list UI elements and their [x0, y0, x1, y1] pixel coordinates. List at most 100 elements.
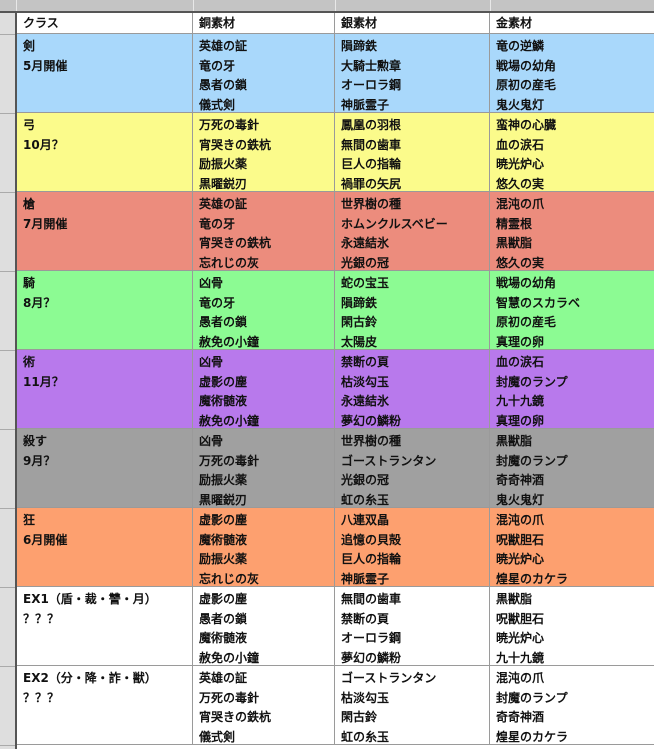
silver-cell-line: 閑古鈴	[341, 315, 378, 329]
bronze-cell-line: 虚影の塵	[199, 592, 248, 606]
gold-cell-line: 鬼火鬼灯	[496, 97, 545, 112]
bronze-cell[interactable]: 凶骨 万死の毒針 励振火薬 黒曜鋭刃	[193, 429, 335, 507]
silver-cell[interactable]: 隕蹄鉄 大騎士勲章 オーロラ鋼 神脈霊子	[335, 34, 490, 112]
header-bronze[interactable]: 銅素材	[193, 13, 335, 33]
class-cell-line: EX2（分・降・詐・獣）	[23, 671, 157, 685]
bronze-cell-line: 万死の毒針	[199, 118, 260, 132]
silver-cell-line: ホムンクルスベビー	[341, 216, 448, 231]
silver-cell[interactable]: 無間の歯車 禁断の頁 オーロラ鋼 夢幻の鱗粉	[335, 587, 490, 665]
bronze-cell-line: 赦免の小鐘	[199, 650, 260, 665]
bronze-cell-line: 儀式剣	[199, 729, 236, 744]
bronze-cell-line: 竜の牙	[199, 216, 236, 231]
bronze-cell[interactable]: 英雄の証 万死の毒針 宵哭きの鉄杭 儀式剣	[193, 666, 335, 744]
silver-cell-line: 隕蹄鉄	[341, 295, 378, 310]
gold-cell-line: 竜の逆鱗	[496, 39, 545, 53]
gold-cell[interactable]: 戦場の幼角 智慧のスカラベ 原初の産毛 真理の卵	[490, 271, 654, 349]
class-cell[interactable]: 弓 10月？	[17, 113, 193, 191]
bronze-cell-line: 励振火薬	[199, 552, 248, 566]
silver-cell-line: 無間の歯車	[341, 592, 402, 606]
header-bronze-label: 銅素材	[199, 16, 236, 30]
class-cell[interactable]: EX1（盾・裁・讐・月） ？？？	[17, 587, 193, 665]
silver-cell[interactable]: ゴーストランタン 枯淡勾玉 閑古鈴 虹の糸玉	[335, 666, 490, 744]
gold-cell[interactable]: 混沌の爪 呪獣胆石 暁光炉心 煌星のカケラ	[490, 508, 654, 586]
bronze-cell-line: 虚影の塵	[199, 374, 248, 389]
gold-cell-line: 戦場の幼角	[496, 276, 557, 290]
gold-cell-line: 戦場の幼角	[496, 58, 557, 73]
gold-cell[interactable]: 血の涙石 封魔のランプ 九十九鏡 真理の卵	[490, 350, 654, 428]
gold-cell-line: 封魔のランプ	[496, 374, 568, 389]
bronze-cell-line: 愚者の鎖	[199, 78, 248, 92]
bronze-cell-line: 黒曜鋭刃	[199, 492, 248, 507]
table-row: 殺す 9月？ 凶骨 万死の毒針 励振火薬 黒曜鋭刃 世界樹の種 ゴーストランタン 光銀の冠 虹の糸…	[17, 429, 654, 508]
bronze-cell[interactable]: 万死の毒針 宵哭きの鉄杭 励振火薬 黒曜鋭刃	[193, 113, 335, 191]
bronze-cell[interactable]: 虚影の塵 魔術髄液 励振火薬 忘れじの灰	[193, 508, 335, 586]
silver-cell[interactable]: 禁断の頁 枯淡勾玉 永遠結氷 夢幻の鱗粉	[335, 350, 490, 428]
row-separator	[0, 508, 15, 509]
bronze-cell[interactable]: 英雄の証 竜の牙 宵哭きの鉄杭 忘れじの灰	[193, 192, 335, 270]
gold-cell[interactable]: 黒獣脂 呪獣胆石 暁光炉心 九十九鏡	[490, 587, 654, 665]
bronze-cell-line: 愚者の鎖	[199, 611, 248, 626]
silver-cell[interactable]: 蛇の宝玉 隕蹄鉄 閑古鈴 太陽皮	[335, 271, 490, 349]
bronze-cell-line: 竜の牙	[199, 295, 236, 310]
bronze-cell[interactable]: 凶骨 竜の牙 愚者の鎖 赦免の小鐘	[193, 271, 335, 349]
gold-cell-line: 煌星のカケラ	[496, 729, 569, 744]
silver-cell[interactable]: 世界樹の種 ゴーストランタン 光銀の冠 虹の糸玉	[335, 429, 490, 507]
gold-cell-line: 封魔のランプ	[496, 690, 568, 705]
silver-cell-line: オーロラ鋼	[341, 78, 402, 92]
class-cell-line: 狂	[23, 513, 36, 527]
silver-cell-line: 大騎士勲章	[341, 58, 402, 73]
gold-cell[interactable]: 混沌の爪 封魔のランプ 奇奇神酒 煌星のカケラ	[490, 666, 654, 744]
silver-cell-line: オーロラ鋼	[341, 631, 402, 645]
silver-cell-line: ゴーストランタン	[341, 671, 437, 685]
gold-cell-line: 智慧のスカラベ	[496, 295, 581, 310]
silver-cell[interactable]: 八連双晶 追憶の貝殻 巨人の指輪 神脈霊子	[335, 508, 490, 586]
silver-cell-line: 追憶の貝殻	[341, 532, 402, 547]
class-cell-line: 11月？	[23, 374, 64, 389]
bronze-cell[interactable]: 凶骨 虚影の塵 魔術髄液 赦免の小鐘	[193, 350, 335, 428]
bronze-cell[interactable]: 虚影の塵 愚者の鎖 魔術髄液 赦免の小鐘	[193, 587, 335, 665]
gold-cell[interactable]: 蛮神の心臓 血の涙石 暁光炉心 悠久の実	[490, 113, 654, 191]
header-silver[interactable]: 銀素材	[335, 13, 490, 33]
class-cell-line: 6月開催	[23, 532, 68, 547]
class-cell[interactable]: 騎 8月？	[17, 271, 193, 349]
class-cell[interactable]: EX2（分・降・詐・獣） ？？？	[17, 666, 193, 744]
silver-cell-line: 神脈霊子	[341, 97, 390, 112]
silver-cell-line: 禁断の頁	[341, 355, 390, 369]
table-row: 剣 5月開催 英雄の証 竜の牙 愚者の鎖 儀式剣 隕蹄鉄 大騎士勲章 オーロラ鋼 神脈霊子 竜の逆鱗…	[17, 34, 654, 113]
bronze-cell[interactable]: 英雄の証 竜の牙 愚者の鎖 儀式剣	[193, 34, 335, 112]
gold-cell[interactable]: 竜の逆鱗 戦場の幼角 原初の産毛 鬼火鬼灯	[490, 34, 654, 112]
bronze-cell-line: 宵哭きの鉄杭	[199, 137, 272, 152]
bronze-cell-line: 儀式剣	[199, 97, 236, 112]
class-cell-line: EX1（盾・裁・讐・月）	[23, 592, 157, 606]
gold-cell-line: 悠久の実	[496, 176, 545, 191]
silver-cell[interactable]: 鳳凰の羽根 無間の歯車 巨人の指輪 禍罪の矢尻	[335, 113, 490, 191]
class-cell-line: ？？？	[23, 690, 60, 705]
silver-cell-line: 世界樹の種	[341, 434, 402, 448]
class-cell[interactable]: 剣 5月開催	[17, 34, 193, 112]
bronze-cell-line: 宵哭きの鉄杭	[199, 236, 272, 250]
header-gold[interactable]: 金素材	[490, 13, 654, 33]
silver-cell-line: 永遠結氷	[341, 394, 390, 408]
class-cell[interactable]: 槍 7月開催	[17, 192, 193, 270]
gold-cell-line: 奇奇神酒	[496, 473, 545, 487]
gold-cell-line: 蛮神の心臓	[496, 118, 557, 132]
silver-cell-line: 巨人の指輪	[341, 552, 402, 566]
class-cell[interactable]: 術 11月？	[17, 350, 193, 428]
class-cell[interactable]: 殺す 9月？	[17, 429, 193, 507]
bronze-cell-line: 宵哭きの鉄杭	[199, 710, 272, 724]
silver-cell-line: ゴーストランタン	[341, 453, 437, 468]
gold-cell[interactable]: 黒獣脂 封魔のランプ 奇奇神酒 鬼火鬼灯	[490, 429, 654, 507]
silver-cell-line: 鳳凰の羽根	[341, 118, 402, 132]
column-header-bar[interactable]	[0, 0, 654, 13]
gold-cell-line: 奇奇神酒	[496, 710, 545, 724]
silver-cell-line: 巨人の指輪	[341, 157, 402, 171]
bronze-cell-line: 忘れじの灰	[199, 571, 260, 586]
gold-cell-line: 真理の卵	[496, 334, 545, 349]
class-cell[interactable]: 狂 6月開催	[17, 508, 193, 586]
gold-cell[interactable]: 混沌の爪 精霊根 黒獣脂 悠久の実	[490, 192, 654, 270]
header-class[interactable]: クラス	[17, 13, 193, 33]
silver-cell-line: 神脈霊子	[341, 571, 390, 586]
row-header-bar[interactable]	[0, 13, 17, 749]
silver-cell[interactable]: 世界樹の種 ホムンクルスベビー 永遠結氷 光銀の冠	[335, 192, 490, 270]
silver-cell-line: 閑古鈴	[341, 710, 378, 724]
